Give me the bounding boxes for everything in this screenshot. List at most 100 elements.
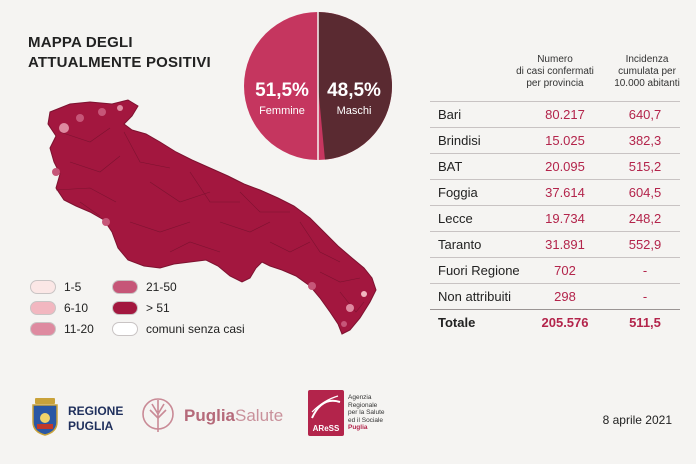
puglia-map	[47, 99, 377, 335]
row-cases: 31.891	[545, 237, 585, 252]
legend-item: comuni senza casi	[112, 322, 245, 336]
femmine-percentage: 51,5%	[255, 80, 309, 101]
row-province: Fuori Regione	[438, 263, 520, 278]
header-cases: Numero di casi confermati per provincia	[500, 54, 610, 90]
report-date: 8 aprile 2021	[602, 413, 672, 427]
title-line-1: MAPPA DEGLI	[28, 34, 133, 51]
row-cases: 80.217	[545, 107, 585, 122]
table-row: Taranto 31.891 552,9	[430, 231, 680, 256]
maschi-label: Maschi	[336, 105, 372, 117]
total-cases: 205.576	[541, 315, 589, 330]
salute-word: Salute	[235, 406, 284, 425]
legend-label: 1-5	[64, 280, 82, 294]
legend-label: > 51	[146, 301, 170, 315]
legend-label: comuni senza casi	[146, 322, 245, 336]
row-cases: 15.025	[545, 133, 585, 148]
row-incidence: 552,9	[628, 237, 662, 252]
pie-label-maschi: 48,5% Maschi	[318, 80, 390, 117]
legend-item: 21-50	[112, 280, 177, 294]
table-row: Fuori Regione 702 -	[430, 257, 680, 282]
aress-line: Agenzia	[348, 394, 372, 401]
maschi-percentage: 48,5%	[327, 80, 381, 101]
municipality-border	[59, 127, 111, 143]
row-province: Taranto	[438, 237, 482, 252]
femmine-label: Femmine	[259, 105, 305, 117]
legend-item: 11-20	[30, 322, 94, 336]
aress-line: Puglia	[348, 424, 368, 431]
map-patch-light	[76, 114, 84, 122]
municipality-borders	[55, 127, 365, 313]
municipality-border	[79, 201, 101, 217]
regione-puglia-logo: REGIONE PUGLIA	[30, 396, 150, 440]
page-title: MAPPA DEGLI ATTUALMENTE POSITIVI	[28, 33, 211, 73]
municipality-border	[149, 181, 211, 203]
map-patch-light	[98, 108, 106, 116]
row-province: BAT	[438, 159, 463, 174]
row-cases: 19.734	[545, 211, 585, 226]
municipality-border	[219, 221, 271, 233]
coat-of-arms-icon	[32, 398, 58, 436]
row-incidence: 248,2	[628, 211, 662, 226]
legend-label: 11-20	[64, 322, 94, 336]
row-province: Non attribuiti	[438, 289, 511, 304]
legend-swatch	[30, 301, 56, 315]
municipality-border	[299, 221, 341, 263]
regione-line-2: PUGLIA	[68, 419, 114, 433]
legend-label: 6-10	[64, 301, 89, 315]
puglia-salute-text: PugliaSalute	[184, 406, 283, 426]
header-cases-line: di casi confermati	[516, 66, 594, 77]
municipality-border	[319, 271, 361, 283]
table-row: Bari 80.217 640,7	[430, 101, 680, 126]
municipality-border	[55, 187, 117, 203]
row-incidence: 382,3	[628, 133, 662, 148]
header-incidence-line: cumulata per	[618, 66, 676, 77]
municipality-border	[239, 191, 290, 213]
table-row: Non attribuiti 298 -	[430, 283, 680, 308]
row-cases: 298	[554, 289, 576, 304]
header-incidence-line: Incidenza	[625, 54, 669, 65]
municipality-border	[69, 155, 121, 173]
table-row: Lecce 19.734 248,2	[430, 205, 680, 230]
municipality-border	[269, 241, 311, 253]
municipality-border	[169, 241, 221, 253]
table-row: Foggia 37.614 604,5	[430, 179, 680, 204]
legend-swatch	[30, 280, 56, 294]
row-incidence: -	[642, 289, 648, 304]
aress-wave-icon	[311, 395, 341, 419]
municipality-border	[189, 171, 240, 203]
map-patch-light	[117, 105, 123, 111]
header-incidence: Incidenza cumulata per 10.000 abitanti	[604, 54, 690, 90]
row-incidence: 515,2	[628, 159, 662, 174]
row-incidence: -	[642, 263, 648, 278]
row-cases: 702	[554, 263, 576, 278]
table-row: Brindisi 15.025 382,3	[430, 127, 680, 152]
municipality-border	[339, 291, 365, 313]
aress-line: ed il Sociale	[348, 416, 384, 424]
aress-line: per la Salute	[348, 409, 385, 416]
tree-icon	[142, 398, 174, 432]
map-patch-light	[346, 304, 354, 312]
row-incidence: 640,7	[628, 107, 662, 122]
map-patch-light	[361, 291, 367, 297]
aress-badge: AReSS	[308, 390, 344, 436]
legend-swatch	[112, 322, 138, 336]
header-cases-line: Numero	[537, 54, 573, 65]
row-province: Brindisi	[438, 133, 481, 148]
row-province: Foggia	[438, 185, 478, 200]
total-label: Totale	[438, 315, 476, 330]
legend-label: 21-50	[146, 280, 177, 294]
row-cases: 37.614	[545, 185, 585, 200]
legend-swatch	[112, 280, 138, 294]
aress-mark: AReSS	[312, 424, 340, 433]
legend-swatch	[112, 301, 138, 315]
puglia-word: Puglia	[184, 406, 236, 425]
pie-label-femmine: 51,5% Femmine	[246, 80, 318, 117]
map-patch-light	[341, 321, 347, 327]
municipality-border	[129, 221, 191, 233]
row-incidence: 604,5	[628, 185, 662, 200]
aress-text: Agenzia Regionale per la Salute ed il So…	[348, 394, 385, 432]
row-province: Bari	[438, 107, 462, 122]
legend-swatch	[30, 322, 56, 336]
table-row: BAT 20.095 515,2	[430, 153, 680, 178]
map-patch-light	[102, 218, 110, 226]
